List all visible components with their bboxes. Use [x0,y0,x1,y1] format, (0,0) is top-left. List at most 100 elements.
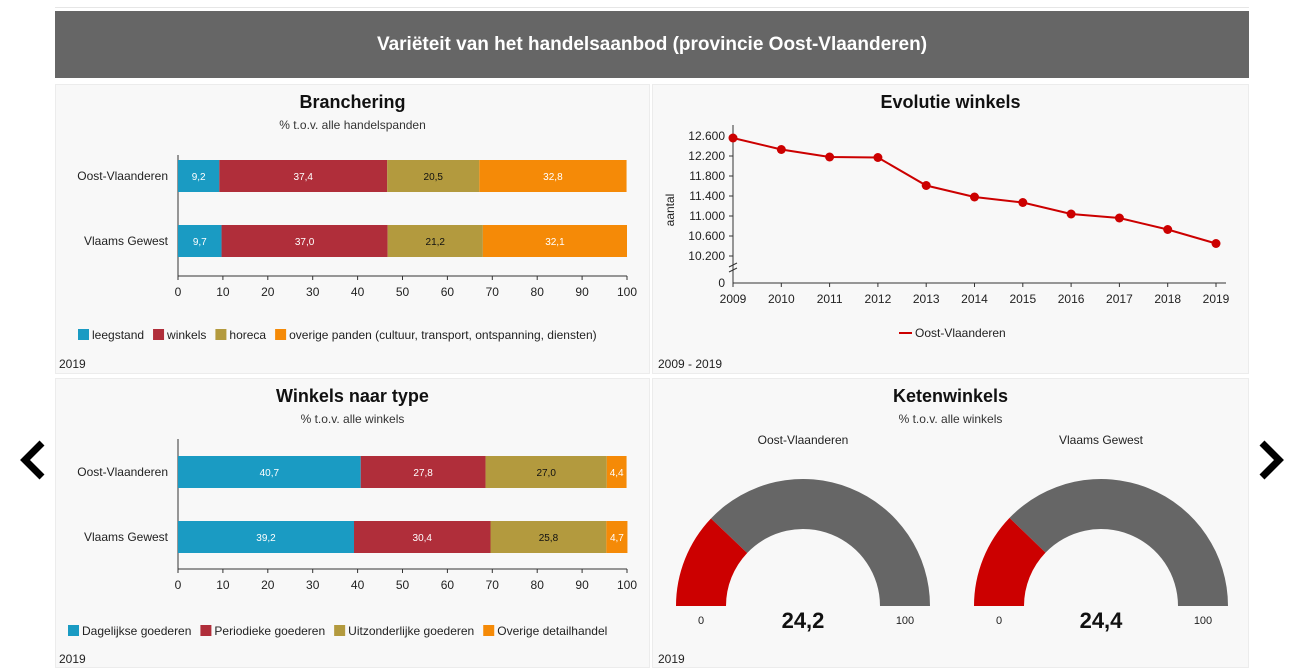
winkels-type-bar-dagelijkse-goederen [178,456,361,488]
panel-ketenwinkels: Ketenwinkels % t.o.v. alle winkels Oost-… [652,378,1249,668]
branchering-x-tick-label: 100 [617,285,637,299]
winkels-type-x-tick-label: 20 [261,578,275,592]
winkels-type-data-label: 4,4 [610,468,624,479]
winkels-type-bar-uitzonderlijke-goederen [490,521,607,553]
gauge-vlaams-gewest-value: 24,4 [1080,608,1124,633]
winkels-type-x-tick-label: 10 [216,578,230,592]
branchering-data-label: 37,0 [295,237,315,248]
winkels-type-legend-label-periodieke-goederen: Periodieke goederen [214,624,325,638]
branchering-legend-swatch-overige-panden-cultuur-transport-ontspanning-diensten [275,329,287,340]
chevron-left-icon [20,440,45,480]
winkels-type-bar-periodieke-goederen [354,521,491,553]
winkels-type-data-label: 40,7 [260,468,280,479]
evolutie-data-point [825,152,835,162]
panel-branchering: Branchering % t.o.v. alle handelspanden … [55,84,650,374]
evolutie-y-tick-label: 12.200 [688,149,725,163]
branchering-data-label: 9,7 [193,237,207,248]
winkels-type-data-label: 39,2 [256,533,276,544]
branchering-x-tick-label: 70 [486,285,500,299]
winkels-type-data-label: 27,8 [413,468,433,479]
winkels-type-data-label: 27,0 [536,468,556,479]
ketenwinkels-footer: 2019 [658,652,685,666]
evolutie-y-zero-label: 0 [718,276,725,290]
winkels-type-x-tick-label: 40 [351,578,365,592]
winkels-type-data-label: 30,4 [413,533,433,544]
evolutie-x-tick-label: 2011 [817,292,843,306]
branchering-category-label: Vlaams Gewest [84,234,169,248]
winkels-type-legend-label-dagelijkse-goederen: Dagelijkse goederen [82,624,191,638]
chevron-right-icon [1259,440,1284,480]
evolutie-y-tick-label: 12.600 [688,129,725,143]
winkels-type-category-label: Vlaams Gewest [84,530,169,544]
evolutie-y-tick-label: 10.200 [688,249,725,263]
evolutie-data-point [1066,209,1076,219]
branchering-legend-label-winkels: winkels [166,328,206,342]
evolutie-x-tick-label: 2009 [720,292,747,306]
evolutie-data-point [1018,198,1028,207]
winkels-type-chart: 0 10 20 30 40 50 60 70 80 90 100 Oost-Vlaanderen 40,… [68,439,637,638]
evolutie-x-tick-label: 2013 [913,292,940,306]
branchering-bar-horeca [387,225,483,257]
branchering-bar-horeca [387,160,480,192]
winkels-type-bar-overige-detailhandel [606,456,627,488]
winkels-type-bar-overige-detailhandel [606,521,628,553]
winkels-type-subtitle: % t.o.v. alle winkels [300,412,405,426]
winkels-type-x-tick-label: 90 [575,578,589,592]
evolutie-data-point [970,192,979,202]
evolutie-x-tick-label: 2017 [1106,292,1133,306]
evolutie-data-point [1163,225,1173,234]
branchering-x-tick-label: 60 [441,285,455,299]
branchering-legend-label-leegstand: leegstand [92,328,144,342]
branchering-bar-overige-panden-cultuur-transport-ontspanning-diensten [479,160,627,192]
branchering-title: Branchering [299,92,406,112]
branchering-x-tick-label: 90 [575,285,589,299]
evolutie-chart: 12.600 12.200 11.800 11.400 11.000 10.600 10.2… [663,125,1230,340]
winkels-type-legend-swatch-dagelijkse-goederen [68,625,79,636]
gauge-vlaams-gewest-max-label: 100 [1194,615,1212,627]
winkels-type-legend-swatch-periodieke-goederen [200,625,212,636]
winkels-type-category-label: Oost-Vlaanderen [77,465,168,479]
gauge-vlaams-gewest-background-arc [1009,479,1228,606]
evolutie-y-tick-label: 11.800 [689,169,725,183]
branchering-legend-swatch-leegstand [78,329,89,340]
winkels-type-data-label: 4,7 [610,533,624,544]
evolutie-y-tick-label: 11.000 [689,209,725,223]
page-title: Variëteit van het handelsaanbod (provinc… [55,11,1249,78]
winkels-type-x-tick-label: 60 [441,578,455,592]
carousel-next-button[interactable] [1256,440,1286,480]
carousel-prev-button[interactable] [18,440,48,480]
winkels-type-bar-periodieke-goederen [360,456,486,488]
gauge-vlaams-gewest-value-arc [974,517,1046,606]
branchering-data-label: 9,2 [192,172,206,183]
branchering-legend-label-overige-panden-cultuur-transport-ontspanning-diensten: overige panden (cultuur, transport, onts… [289,328,597,342]
top-divider [55,0,1249,8]
winkels-type-bar-uitzonderlijke-goederen [485,456,607,488]
gauge-oost-vlaanderen-value-arc [676,518,748,606]
branchering-x-tick-label: 0 [175,285,182,299]
ketenwinkels-title: Ketenwinkels [892,386,1009,406]
winkels-type-x-tick-label: 100 [617,578,637,592]
evolutie-data-point [921,181,931,190]
gauge-oost-vlaanderen-background-arc [710,479,930,606]
branchering-chart: 0 10 20 30 40 50 60 70 80 90 100 Oost-Vlaanderen 9,2… [77,155,637,342]
winkels-type-footer: 2019 [59,652,86,666]
branchering-bar-leegstand [178,225,222,257]
evolutie-x-tick-label: 2014 [961,292,988,306]
evolutie-y-tick-label: 11.400 [689,189,725,203]
branchering-data-label: 20,5 [424,172,444,183]
branchering-bar-winkels [219,160,388,192]
branchering-legend-label-horeca: horeca [229,328,266,342]
evolutie-x-tick-label: 2012 [865,292,892,306]
winkels-type-x-tick-label: 70 [486,578,500,592]
evolutie-data-point [1114,213,1124,223]
evolutie-axis-break [728,262,738,273]
evolutie-data-point [728,133,738,143]
evolutie-data-point [873,153,883,162]
evolutie-x-tick-label: 2019 [1203,292,1230,306]
ketenwinkels-subtitle: % t.o.v. alle winkels [898,412,1003,426]
branchering-bar-winkels [221,225,388,257]
evolutie-x-tick-label: 2018 [1154,292,1181,306]
winkels-type-bar-dagelijkse-goederen [178,521,355,553]
branchering-x-tick-label: 80 [531,285,545,299]
branchering-data-label: 32,1 [545,237,565,248]
